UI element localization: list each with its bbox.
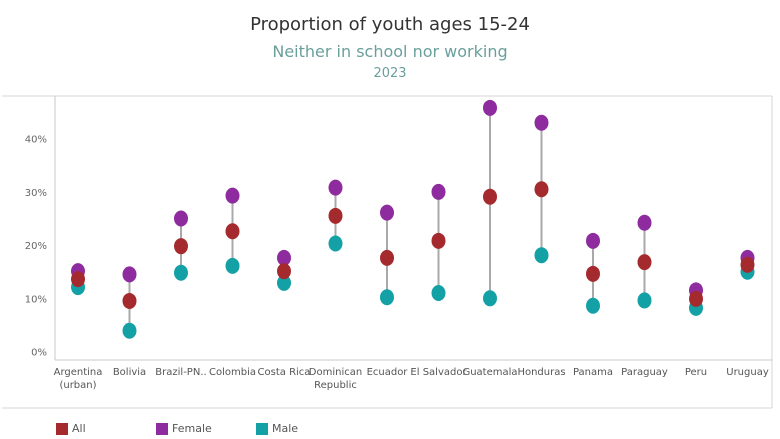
y-tick-label: 40% bbox=[25, 135, 47, 146]
x-tick-label: Uruguay bbox=[726, 367, 769, 378]
point-female bbox=[122, 266, 137, 283]
legend-swatch-female bbox=[156, 422, 168, 435]
point-female bbox=[174, 210, 188, 227]
x-tick-label: Ecuador bbox=[367, 367, 409, 378]
x-tick-label: Bolivia bbox=[113, 367, 146, 378]
legend-label-male: Male bbox=[272, 422, 299, 435]
point-female bbox=[534, 114, 549, 131]
point-all bbox=[225, 223, 240, 240]
point-all bbox=[586, 265, 600, 282]
x-tick-label: Costa Rica bbox=[258, 367, 311, 378]
x-tick-label: Guatemala bbox=[462, 367, 517, 378]
point-female bbox=[483, 99, 497, 116]
point-female bbox=[586, 232, 600, 249]
legend-swatch-male bbox=[256, 422, 268, 435]
legend-label-female: Female bbox=[172, 422, 212, 435]
point-male bbox=[534, 247, 549, 264]
x-tick-label: Peru bbox=[685, 367, 707, 378]
x-axis-labels: Argentina (urban) Bolivia Brazil-PN.. Colomb… bbox=[54, 367, 769, 391]
x-tick-label: (urban) bbox=[59, 380, 96, 391]
point-all bbox=[740, 256, 755, 273]
y-tick-label: 20% bbox=[25, 241, 47, 252]
x-tick-label: Panama bbox=[573, 367, 613, 378]
point-all bbox=[637, 254, 652, 271]
point-all bbox=[71, 271, 85, 288]
point-male bbox=[328, 235, 343, 252]
point-all bbox=[277, 263, 291, 280]
point-male bbox=[586, 297, 600, 314]
point-female bbox=[328, 179, 343, 196]
x-tick-label: Honduras bbox=[517, 367, 565, 378]
point-male bbox=[174, 264, 188, 281]
chart-subtitle: Neither in school nor working bbox=[272, 42, 508, 61]
y-tick-label: 10% bbox=[25, 294, 47, 305]
point-female bbox=[225, 187, 240, 204]
point-male bbox=[122, 322, 137, 339]
point-female bbox=[431, 183, 446, 200]
legend-swatch-all bbox=[56, 422, 68, 435]
y-axis-ticks: 0% 10% 20% 30% 40% bbox=[25, 135, 47, 359]
point-female bbox=[380, 204, 394, 221]
plot-frame bbox=[2, 95, 773, 409]
point-male bbox=[277, 274, 291, 291]
x-tick-label: Brazil-PN.. bbox=[155, 367, 206, 378]
point-all bbox=[689, 290, 703, 307]
x-tick-label: Paraguay bbox=[621, 367, 668, 378]
data-points bbox=[71, 99, 755, 339]
legend-item-all[interactable]: All bbox=[56, 418, 86, 437]
chart-title: Proportion of youth ages 15-24 bbox=[250, 14, 530, 35]
point-all bbox=[174, 238, 188, 255]
x-tick-label: Republic bbox=[314, 380, 357, 391]
point-all bbox=[534, 181, 549, 198]
point-male bbox=[225, 257, 240, 274]
point-all bbox=[483, 188, 497, 205]
point-all bbox=[380, 249, 394, 266]
x-tick-label: Colombia bbox=[209, 367, 256, 378]
y-tick-label: 30% bbox=[25, 188, 47, 199]
x-tick-label: Argentina bbox=[54, 367, 103, 378]
x-tick-label: El Salvador bbox=[410, 367, 467, 378]
x-tick-label: Dominican bbox=[309, 367, 362, 378]
point-female bbox=[277, 249, 291, 266]
point-all bbox=[122, 292, 137, 309]
point-male bbox=[483, 290, 497, 307]
point-male bbox=[380, 289, 394, 306]
y-tick-label: 0% bbox=[31, 348, 47, 359]
point-all bbox=[328, 207, 343, 224]
point-all bbox=[431, 232, 446, 249]
legend-item-male[interactable]: Male bbox=[256, 418, 298, 437]
legend-item-female[interactable]: Female bbox=[156, 418, 212, 437]
legend-label-all: All bbox=[72, 422, 86, 435]
point-male bbox=[637, 292, 652, 309]
point-female bbox=[637, 214, 652, 231]
point-male bbox=[431, 284, 446, 301]
chart-year: 2023 bbox=[373, 66, 407, 81]
